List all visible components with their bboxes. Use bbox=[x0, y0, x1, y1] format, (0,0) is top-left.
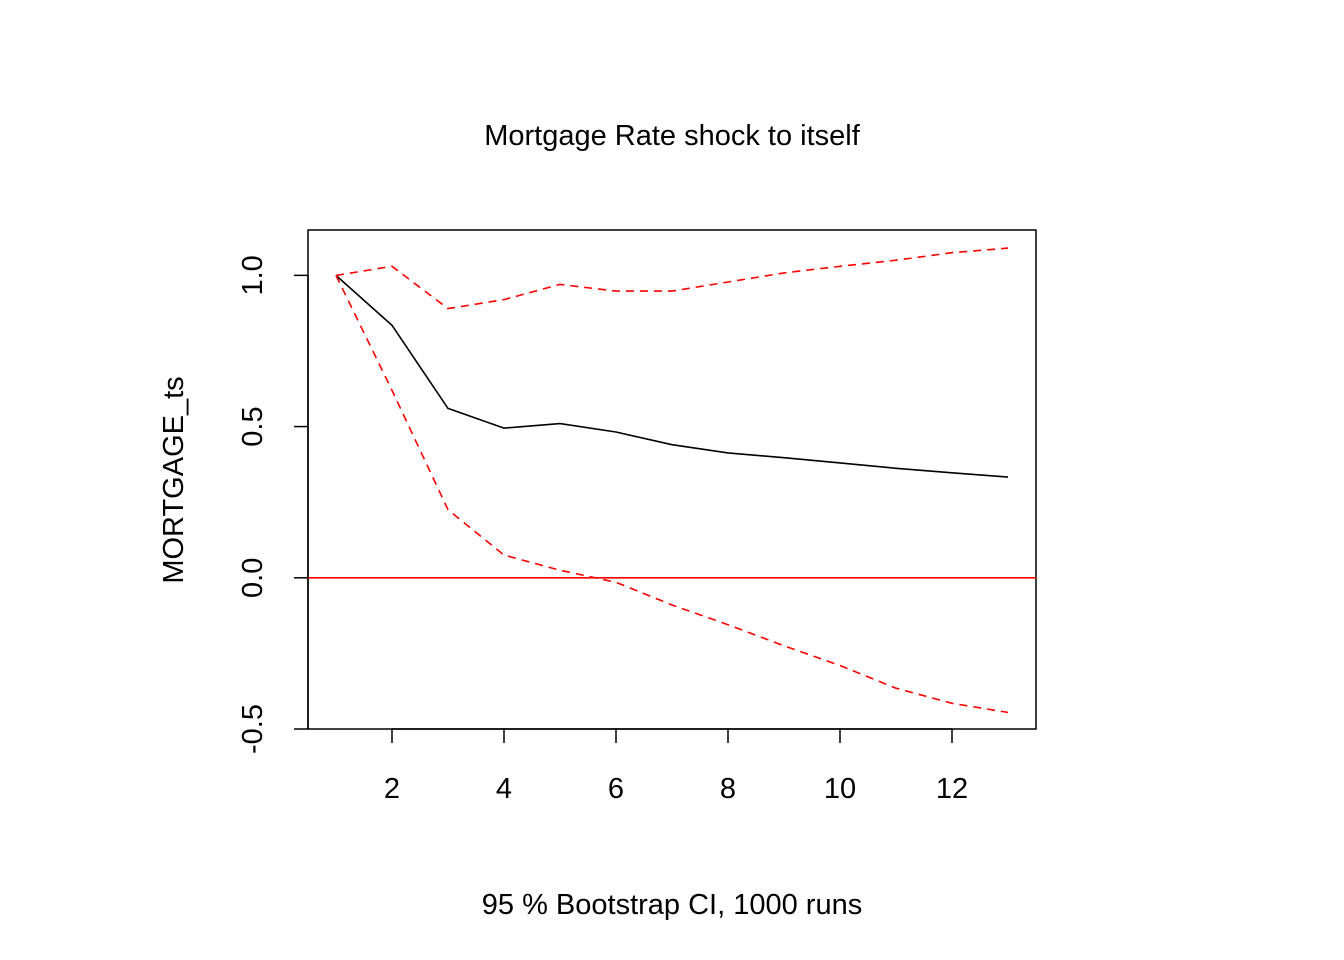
y-axis-label: MORTGAGE_ts bbox=[158, 376, 190, 583]
chart-title: Mortgage Rate shock to itself bbox=[484, 120, 861, 152]
series-irf-line bbox=[335, 274, 1009, 478]
y-tick-label: -0.5 bbox=[237, 704, 269, 754]
x-axis: 2 4 6 8 10 12 bbox=[384, 728, 968, 805]
x-tick-label: 8 bbox=[720, 773, 736, 805]
x-tick-label: 12 bbox=[936, 773, 968, 805]
x-tick-label: 2 bbox=[384, 773, 400, 805]
x-axis-label: 95 % Bootstrap CI, 1000 runs bbox=[482, 889, 862, 921]
plot-frame bbox=[307, 229, 1037, 730]
series-layer bbox=[335, 247, 1009, 714]
series-lower-line bbox=[335, 275, 1009, 714]
x-tick-label: 6 bbox=[608, 773, 624, 805]
y-tick-label: 0.0 bbox=[237, 558, 269, 598]
x-tick-label: 10 bbox=[824, 773, 856, 805]
x-tick-label: 4 bbox=[496, 773, 512, 805]
y-axis: -0.5 0.0 0.5 1.0 bbox=[237, 255, 309, 754]
series-upper-line bbox=[335, 247, 1009, 310]
y-tick-label: 1.0 bbox=[237, 255, 269, 295]
y-tick-label: 0.5 bbox=[237, 406, 269, 446]
